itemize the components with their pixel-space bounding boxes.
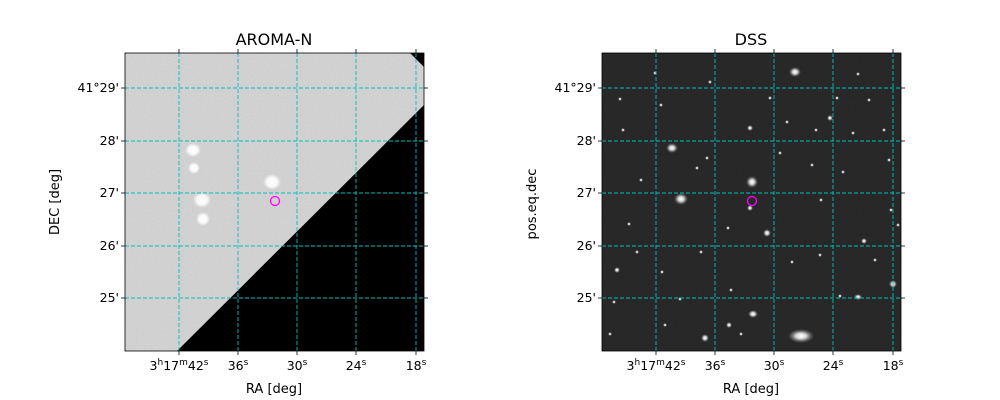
star	[818, 253, 822, 257]
star	[635, 250, 639, 254]
star	[810, 163, 814, 167]
star	[705, 156, 709, 160]
star	[747, 125, 753, 131]
star	[819, 198, 823, 202]
star	[729, 288, 733, 292]
star	[739, 332, 743, 336]
y-tick-label: 25'	[100, 290, 119, 305]
star	[861, 238, 867, 244]
star	[701, 334, 709, 342]
star	[867, 98, 871, 102]
dss-grid	[602, 53, 901, 351]
dss-panel: 3h17m42s 36s 30s 24s 18s 41°29' 28' 27' 26' 25' D…	[525, 30, 905, 397]
x-tick-label: 18s	[883, 358, 904, 373]
aroma-n-panel: 3h17m42s 36s 30s 24s 18s 41°29' 28' 27' 26' 25' A…	[48, 30, 428, 397]
x-tick-label: 24s	[346, 358, 367, 373]
x-tick-label: 30s	[287, 358, 308, 373]
dss-stars	[608, 67, 900, 343]
star	[639, 178, 643, 182]
star	[788, 329, 814, 343]
aroma-n-image	[125, 53, 424, 351]
y-tick-label: 25'	[577, 290, 596, 305]
star	[768, 96, 772, 100]
star	[887, 158, 891, 162]
star	[889, 208, 893, 212]
y-tick-label: 28'	[100, 133, 119, 148]
star	[621, 128, 625, 132]
star	[614, 267, 620, 273]
star	[778, 151, 782, 155]
x-tick-label: 3h17m42s	[627, 358, 686, 373]
star	[873, 258, 877, 262]
star	[726, 322, 732, 328]
aroma-n-frame	[124, 52, 425, 352]
star	[896, 223, 900, 227]
x-tick-label: 3h17m42s	[150, 358, 209, 373]
star	[659, 103, 663, 107]
x-tick-label: 18s	[406, 358, 427, 373]
dss-xlabel: RA [deg]	[723, 382, 779, 397]
y-tick-label: 26'	[100, 238, 119, 253]
star	[612, 300, 616, 304]
star	[790, 260, 794, 264]
no-data-region	[177, 105, 424, 351]
dss-frame	[601, 52, 902, 352]
star	[747, 205, 753, 211]
dss-image	[602, 53, 901, 351]
star	[699, 250, 703, 254]
aroma-n-title: AROMA-N	[236, 30, 313, 49]
dss-ticks: 3h17m42s 36s 30s 24s 18s 41°29' 28' 27' 26' 25'	[555, 49, 905, 373]
aroma-n-xlabel: RA [deg]	[246, 382, 302, 397]
x-tick-label: 36s	[705, 358, 726, 373]
star	[841, 170, 845, 174]
no-data-corner	[410, 53, 424, 67]
dss-ylabel: pos.eq.dec	[525, 169, 540, 240]
star	[838, 294, 842, 298]
star	[835, 96, 839, 100]
aroma-n-ylabel: DEC [deg]	[48, 169, 63, 235]
star	[814, 128, 818, 132]
y-tick-label: 27'	[100, 185, 119, 200]
star	[674, 193, 688, 205]
star	[851, 131, 855, 135]
star	[789, 67, 801, 77]
star	[627, 222, 631, 226]
target-marker	[269, 195, 281, 207]
star	[785, 120, 789, 124]
star	[618, 97, 622, 101]
y-tick-label: 26'	[577, 238, 596, 253]
y-tick-label: 41°29'	[78, 80, 120, 95]
y-tick-label: 27'	[577, 185, 596, 200]
dss-title: DSS	[735, 30, 768, 49]
star	[763, 229, 771, 237]
star	[882, 128, 886, 132]
aroma-n-grid	[125, 53, 424, 351]
y-tick-label: 41°29'	[555, 80, 597, 95]
x-tick-label: 36s	[228, 358, 249, 373]
x-tick-label: 24s	[823, 358, 844, 373]
target-marker	[746, 195, 758, 207]
star	[726, 226, 730, 230]
star	[856, 72, 860, 76]
star	[660, 270, 664, 274]
star	[748, 310, 758, 318]
star	[708, 80, 712, 84]
y-tick-label: 28'	[577, 133, 596, 148]
star	[663, 323, 667, 327]
star	[695, 166, 699, 170]
star	[746, 176, 758, 188]
star	[854, 294, 862, 300]
star	[827, 115, 833, 121]
star	[608, 332, 612, 336]
aroma-n-ticks: 3h17m42s 36s 30s 24s 18s 41°29' 28' 27' 26' 25'	[78, 49, 428, 373]
x-tick-label: 30s	[764, 358, 785, 373]
star	[666, 143, 678, 153]
